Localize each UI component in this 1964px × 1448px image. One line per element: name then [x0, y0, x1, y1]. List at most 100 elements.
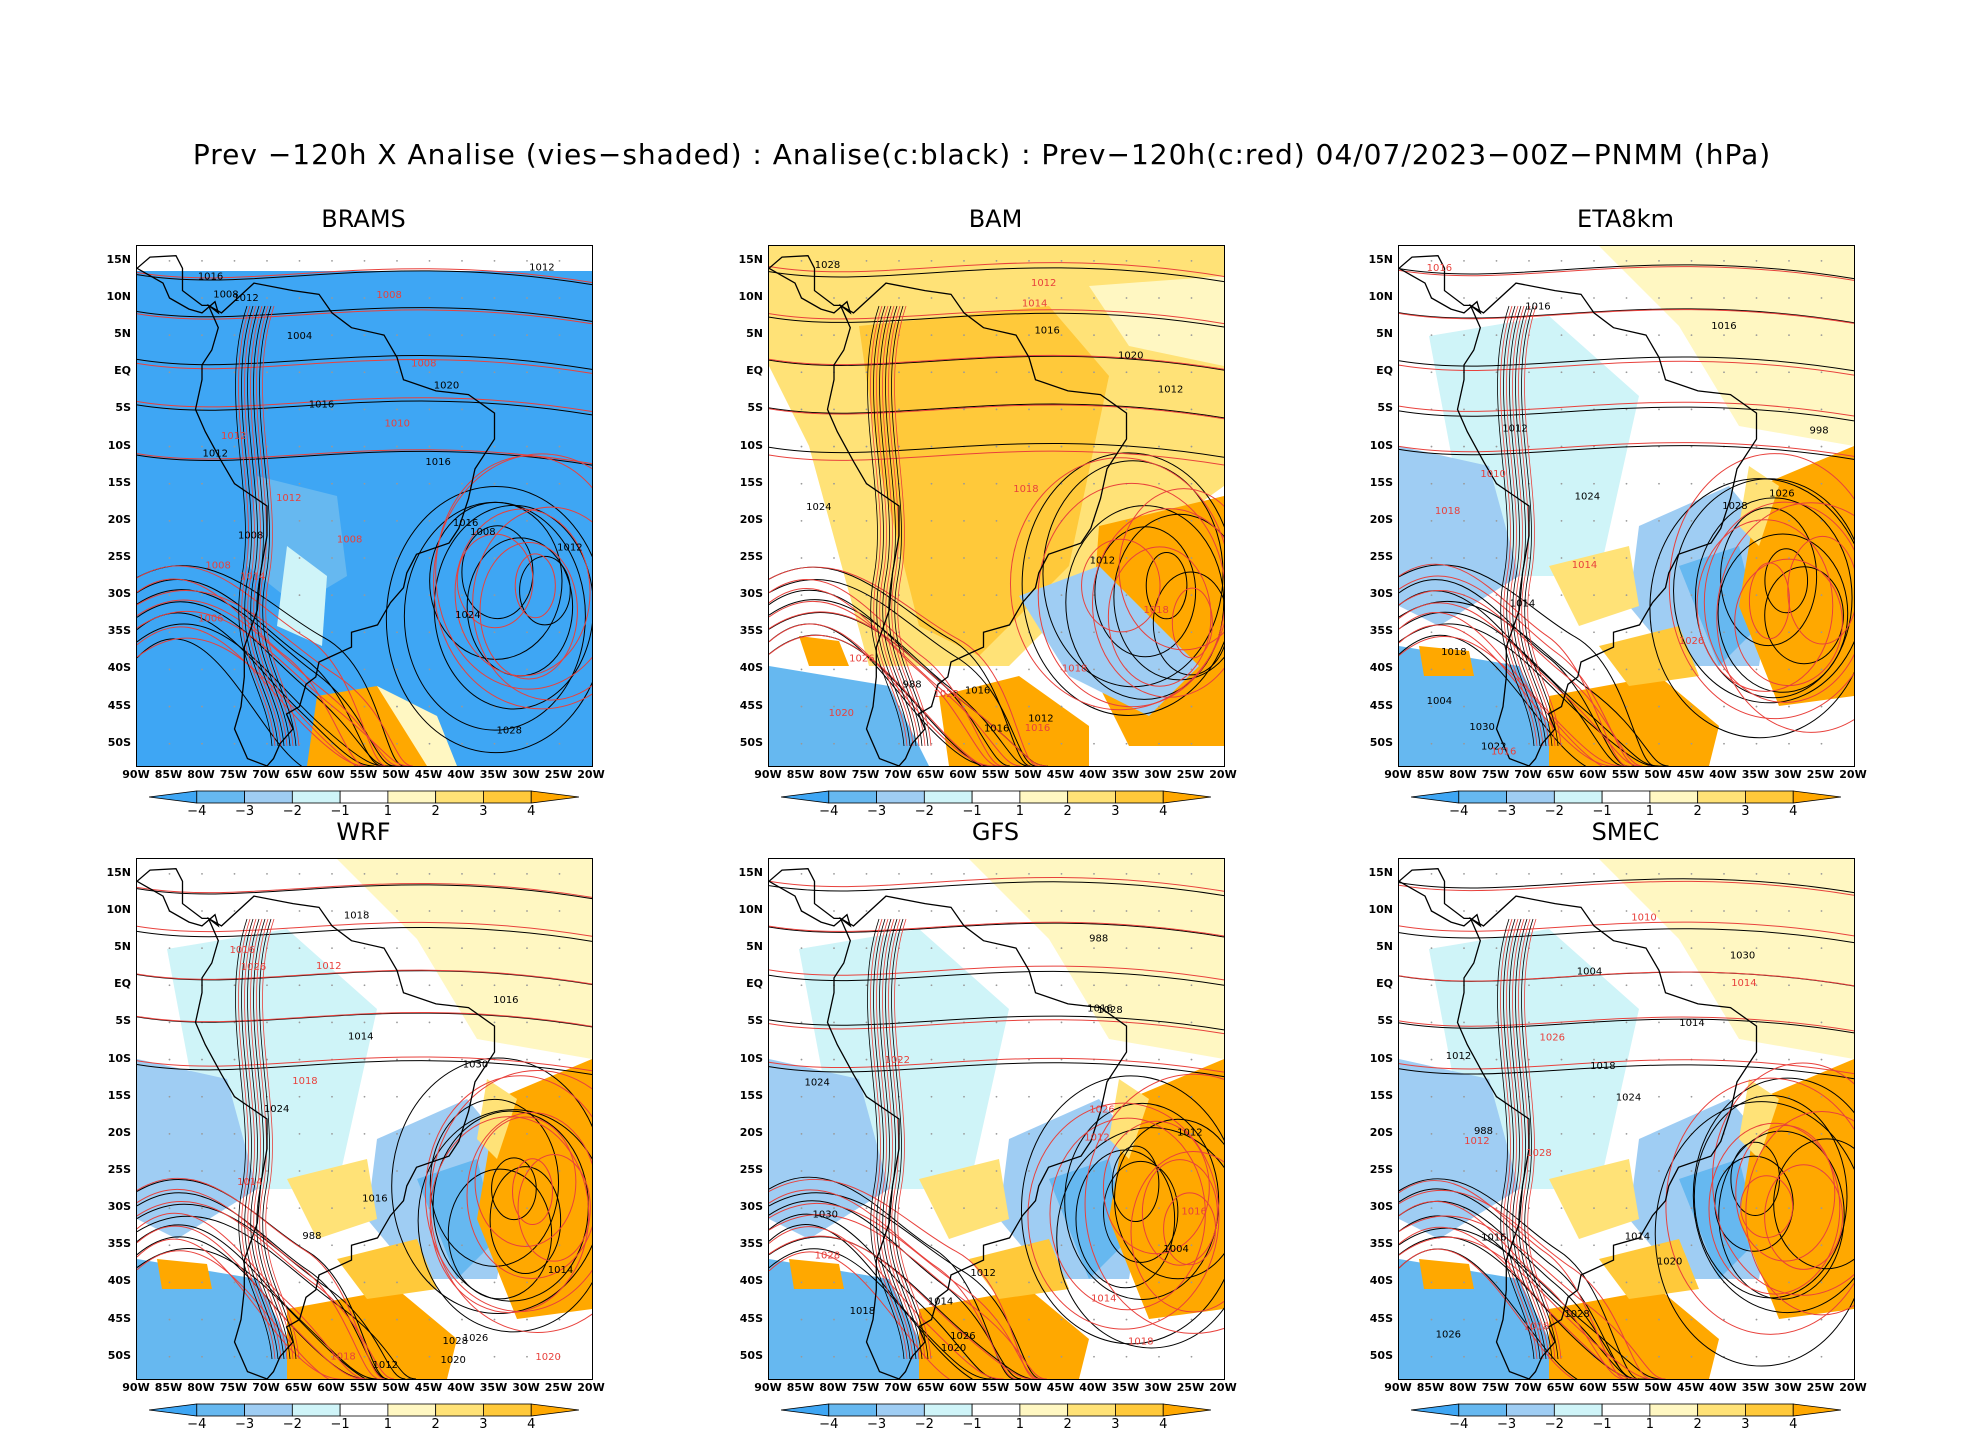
grid-dot — [493, 445, 496, 448]
grid-dot — [1093, 1207, 1095, 1210]
lon-tick-label: 50W — [1014, 768, 1042, 781]
andes-isobar — [235, 918, 273, 1360]
grid-dot — [526, 1021, 528, 1024]
grid-dot — [1190, 334, 1193, 337]
colorbar-label: 1 — [1015, 1417, 1025, 1432]
bias-shading-region — [1419, 1259, 1474, 1289]
lat-tick-label: 40S — [1369, 661, 1393, 675]
forecast-contour-label: 1014 — [237, 1177, 262, 1188]
forecast-isobar — [137, 626, 384, 766]
grid-dot — [1463, 1170, 1465, 1172]
grid-dot — [1788, 1355, 1790, 1358]
andes-isobar — [894, 305, 932, 747]
andes-isobar — [241, 305, 279, 747]
andes-isobar — [891, 305, 929, 747]
grid-dot — [1093, 259, 1095, 262]
forecast-isobar — [769, 921, 1224, 937]
colorbar-segment — [1553, 1403, 1603, 1417]
grid-dot — [526, 482, 528, 485]
grid-dot — [865, 1132, 868, 1135]
analysis-contour-label: 1030 — [463, 1060, 488, 1071]
map-svg: 1016101410121016102010241028103010261018… — [137, 859, 592, 1379]
grid-dot — [1593, 1058, 1595, 1061]
grid-dot — [461, 408, 463, 411]
grid-dot — [461, 1318, 463, 1321]
grid-dot — [930, 1170, 933, 1172]
grid-dot — [493, 1207, 496, 1210]
analysis-contour-label: 1012 — [1177, 1127, 1202, 1138]
grid-dot — [930, 1021, 933, 1024]
grid-dot — [558, 297, 561, 299]
lon-tick-label: 70W — [1514, 1381, 1542, 1394]
lat-tick-label: 50S — [739, 1348, 763, 1362]
colorbar-label: −2 — [282, 804, 302, 819]
colorbar-label: 4 — [1159, 804, 1168, 819]
grid-dot — [526, 445, 528, 448]
forecast-isobar — [514, 553, 556, 619]
grid-dot — [396, 1021, 398, 1024]
grid-dot — [1158, 259, 1160, 262]
colorbar-segment — [1067, 790, 1116, 804]
forecast-isobar — [769, 588, 999, 766]
grid-dot — [833, 1095, 835, 1098]
forecast-isobar — [769, 1226, 1003, 1379]
grid-dot — [1723, 631, 1725, 634]
colorbar-segment — [1649, 1403, 1699, 1417]
grid-dot — [1463, 259, 1465, 262]
grid-dot — [995, 519, 998, 522]
grid-dot — [461, 742, 463, 745]
colorbar-segment — [828, 1403, 877, 1417]
grid-dot — [1093, 1355, 1095, 1358]
grid-dot — [1060, 408, 1063, 411]
grid-dot — [800, 1207, 803, 1210]
analysis-contour-label: 1024 — [455, 610, 480, 621]
lon-tick-label: 85W — [1416, 1381, 1445, 1394]
forecast-isobar — [1399, 921, 1854, 937]
grid-dot — [800, 334, 803, 337]
lon-tick-label: 90W — [754, 1381, 782, 1394]
grid-dot — [363, 445, 366, 448]
grid-dot — [1788, 1281, 1790, 1284]
lat-tick-label: EQ — [746, 977, 763, 991]
lat-tick-label: 10S — [1369, 1051, 1393, 1065]
grid-dot — [1690, 1318, 1693, 1321]
grid-dot — [1658, 984, 1660, 987]
grid-dot — [1755, 1058, 1758, 1061]
forecast-contour-label: 1010 — [1631, 912, 1656, 923]
grid-dot — [461, 947, 463, 950]
analysis-contour-label: 1008 — [238, 530, 263, 541]
grid-dot — [233, 984, 236, 987]
lat-tick-label: 40S — [107, 1274, 131, 1288]
forecast-isobar — [429, 1069, 592, 1333]
colorbar-segment — [196, 1403, 245, 1417]
grid-dot — [1430, 1281, 1433, 1284]
grid-dot — [1560, 1095, 1563, 1098]
grid-dot — [1820, 1095, 1823, 1098]
lon-tick-label: 70W — [884, 1381, 912, 1394]
grid-dot — [396, 1058, 398, 1061]
grid-dot — [493, 1355, 496, 1358]
forecast-contour-label: 1026 — [1540, 1033, 1565, 1044]
forecast-contour-label: 1020 — [535, 1352, 560, 1363]
grid-dot — [963, 631, 965, 634]
grid-dot — [865, 259, 868, 262]
grid-dot — [233, 371, 236, 374]
lat-tick-label: 30S — [739, 1200, 763, 1214]
grid-dot — [1495, 872, 1498, 875]
forecast-isobar — [466, 1111, 592, 1279]
forecast-isobar — [1399, 1190, 1652, 1379]
colorbar-segment — [1792, 790, 1842, 804]
grid-dot — [865, 334, 868, 337]
grid-dot — [995, 631, 998, 634]
grid-dot — [233, 1132, 236, 1135]
analysis-contour-label: 1012 — [970, 1268, 995, 1279]
analysis-contour-label: 1004 — [1427, 696, 1452, 707]
colorbar-label: 4 — [1159, 1417, 1168, 1432]
grid-dot — [1190, 1095, 1193, 1098]
colorbar-label: 2 — [1693, 804, 1702, 819]
map-frame: 1012 1016 1014 1012 1018 1020 1024 1028 1026 1030… — [768, 858, 1225, 1380]
grid-dot — [1755, 445, 1758, 448]
grid-dot — [461, 334, 463, 337]
grid-dot — [1528, 259, 1530, 262]
grid-dot — [428, 705, 431, 708]
